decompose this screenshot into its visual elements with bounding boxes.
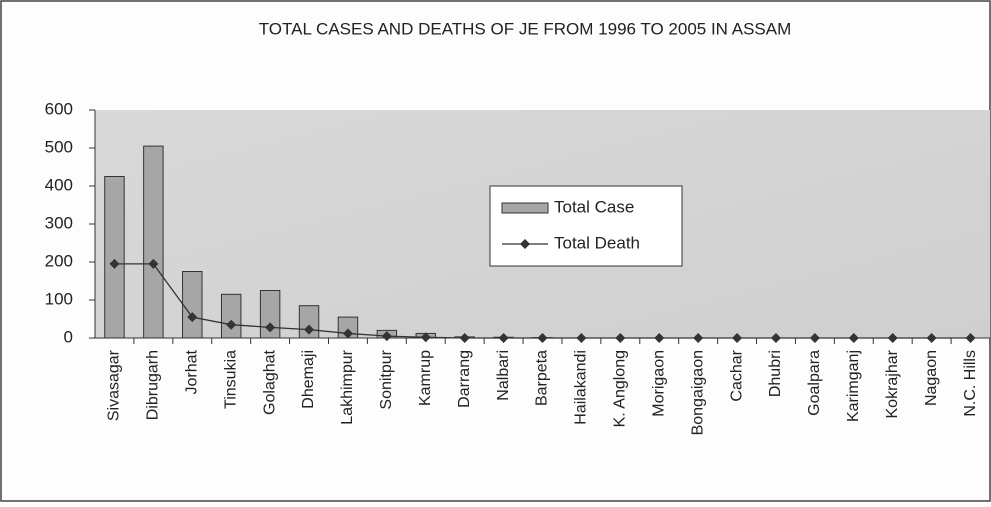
x-tick-label: Sivasagar bbox=[106, 349, 123, 421]
x-tick-label: K. Anglong bbox=[612, 350, 629, 427]
x-tick-label: N.C. Hills bbox=[962, 350, 979, 417]
x-tick-label: Darrang bbox=[456, 350, 473, 408]
chart-title: TOTAL CASES AND DEATHS OF JE FROM 1996 T… bbox=[259, 19, 792, 38]
x-tick-label: Kokrajhar bbox=[884, 349, 901, 418]
bar bbox=[144, 146, 163, 338]
y-tick-label: 100 bbox=[45, 289, 73, 308]
x-tick-label: Morigaon bbox=[650, 350, 667, 417]
x-tick-label: Nalbari bbox=[495, 350, 512, 401]
x-tick-label: Golaghat bbox=[261, 349, 278, 414]
x-tick-label: Hailakandi bbox=[573, 350, 590, 425]
y-tick-label: 0 bbox=[64, 327, 73, 346]
x-tick-label: Nagaon bbox=[923, 350, 940, 406]
bar bbox=[183, 272, 202, 339]
y-tick-label: 500 bbox=[45, 137, 73, 156]
x-tick-label: Barpeta bbox=[534, 350, 551, 406]
bar bbox=[105, 177, 124, 339]
x-tick-label: Bongaigaon bbox=[689, 350, 706, 435]
legend-label: Total Case bbox=[554, 197, 634, 216]
x-tick-label: Sonitpur bbox=[378, 349, 395, 409]
x-tick-label: Tinsukia bbox=[222, 350, 239, 409]
x-tick-label: Dhubri bbox=[767, 350, 784, 397]
x-tick-label: Lakhimpur bbox=[339, 349, 356, 424]
y-tick-label: 300 bbox=[45, 213, 73, 232]
y-tick-label: 600 bbox=[45, 99, 73, 118]
legend-swatch bbox=[502, 203, 548, 213]
legend-label: Total Death bbox=[554, 233, 640, 252]
bar bbox=[221, 294, 240, 338]
x-tick-label: Karimganj bbox=[845, 350, 862, 422]
y-tick-label: 400 bbox=[45, 175, 73, 194]
x-tick-label: Dhemaji bbox=[300, 350, 317, 409]
x-tick-label: Jorhat bbox=[184, 349, 201, 394]
y-tick-label: 200 bbox=[45, 251, 73, 270]
x-tick-label: Dibrugarh bbox=[145, 350, 162, 420]
x-tick-label: Goalpara bbox=[806, 350, 823, 416]
x-tick-label: Cachar bbox=[728, 349, 745, 401]
x-tick-label: Kamrup bbox=[417, 350, 434, 406]
